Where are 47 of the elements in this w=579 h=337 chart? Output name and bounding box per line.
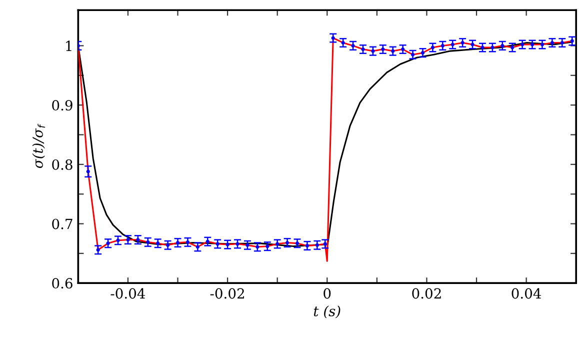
point: [256, 245, 260, 249]
y-axis-title: σ(t)/σ$_{f}$: [32, 124, 46, 168]
point: [430, 46, 435, 50]
x-axis-title: t (s): [314, 306, 340, 318]
point: [156, 242, 160, 246]
x-tick-label: -0.02: [210, 288, 244, 299]
point: [315, 243, 319, 247]
x-tick-label: 0: [324, 288, 331, 299]
point: [106, 242, 110, 246]
point: [276, 242, 280, 246]
point: [420, 51, 425, 55]
point: [530, 42, 534, 46]
y-tick-label: 1: [66, 40, 72, 51]
point: [510, 46, 514, 50]
y-tick-label: 0.6: [52, 278, 72, 289]
point: [86, 170, 90, 174]
point: [246, 243, 250, 247]
point: [206, 240, 210, 244]
point: [470, 42, 474, 46]
point: [391, 49, 395, 53]
x-tick-label: 0.02: [412, 288, 441, 299]
point: [186, 240, 190, 244]
point: [196, 245, 200, 249]
point: [226, 242, 230, 246]
point: [96, 248, 100, 252]
point: [570, 39, 574, 43]
x-tick-label: -0.04: [110, 288, 146, 299]
point: [480, 46, 484, 50]
point: [450, 42, 454, 46]
point: [371, 49, 375, 53]
point: [490, 46, 494, 50]
point: [236, 242, 240, 246]
point: [331, 36, 335, 40]
point: [295, 242, 300, 246]
y-tick-label: 0.8: [52, 159, 72, 170]
point: [540, 42, 544, 46]
y-tick-label: 0.7: [52, 218, 72, 230]
point: [116, 238, 120, 242]
point: [166, 243, 170, 247]
point: [305, 244, 310, 248]
point: [323, 242, 327, 246]
point: [520, 42, 524, 46]
point: [216, 242, 220, 246]
x-tick-label: 0.04: [512, 288, 542, 299]
point: [410, 52, 415, 56]
y-tick-label: 0.9: [52, 100, 72, 111]
point: [146, 240, 150, 244]
